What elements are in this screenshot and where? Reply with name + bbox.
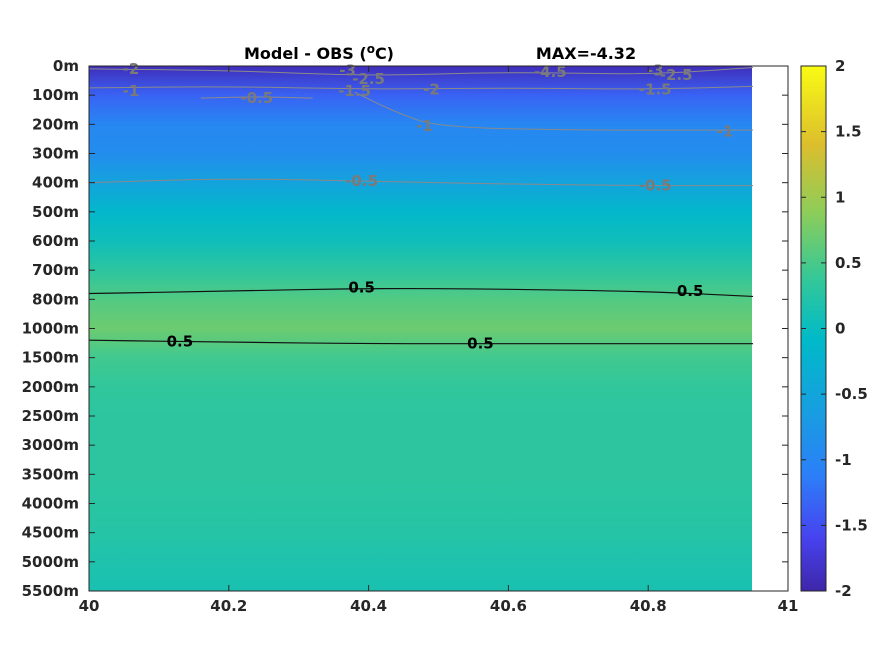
x-tick-label: 40: [79, 597, 100, 615]
contour-label: 0.5: [348, 279, 375, 297]
contour-label: -4.5: [534, 63, 567, 81]
y-tick-label: 4500m: [22, 524, 79, 542]
contour-label: 0.5: [467, 335, 494, 353]
y-tick-label: 0m: [53, 57, 79, 75]
y-tick-label: 700m: [32, 261, 79, 279]
x-tick-label: 40.8: [630, 597, 667, 615]
x-tick-label: 40.6: [490, 597, 527, 615]
colorbar-tick-label: 0: [835, 320, 845, 338]
y-tick-label: 5000m: [22, 553, 79, 571]
contour-line: [88, 85, 754, 90]
colorbar-tick-label: -1.5: [835, 516, 868, 534]
chart-title: Model - OBS (oC): [244, 42, 394, 63]
chart-title-prefix: Model - OBS (: [244, 44, 367, 63]
y-axis: 0m 100m 200m 300m 400m 500m 600m 700m 800m 1000m 1…: [22, 57, 788, 600]
contour-label: -0.5: [639, 177, 672, 195]
x-tick-label: 40.2: [210, 597, 247, 615]
heatmap-field: [89, 66, 752, 591]
colorbar-tick-label: 2: [835, 57, 845, 75]
contour-line: [88, 66, 754, 76]
contour-label: -2: [123, 60, 140, 78]
plot-area: 0.5 0.5 0.5 0.5 -0.5 -0.5 -1 -1 -0.5 -1 -1.5 -2 -1.5…: [88, 60, 789, 592]
x-tick-label: 40.4: [350, 597, 387, 615]
contour-label: -0.5: [345, 172, 378, 190]
x-tick-label: 41: [778, 597, 799, 615]
y-tick-label: 5500m: [22, 582, 79, 600]
contour-label: -2.5: [352, 70, 385, 88]
y-tick-label: 100m: [32, 86, 79, 104]
y-tick-label: 3000m: [22, 436, 79, 454]
chart-title-superscript: o: [367, 42, 375, 56]
contour-label: -2.5: [660, 66, 693, 84]
contour-label: -1: [717, 123, 734, 141]
y-tick-label: 3500m: [22, 465, 79, 483]
colorbar-tick-label: 1: [835, 188, 845, 206]
y-tick-label: 500m: [32, 203, 79, 221]
chart-title-suffix: C): [375, 44, 394, 63]
contour-label: -1.5: [639, 80, 672, 98]
max-annotation: MAX=-4.32: [536, 44, 636, 63]
contour-line: [88, 339, 754, 345]
y-tick-label: 1500m: [22, 349, 79, 367]
y-tick-label: 300m: [32, 145, 79, 163]
colorbar: 2 1.5 1 0.5 0 -0.5 -1 -1.5 -2: [800, 57, 868, 600]
y-tick-label: 1000m: [22, 320, 79, 338]
contour-label: -0.5: [240, 89, 273, 107]
contour-label: -1.5: [338, 82, 371, 100]
x-axis: 40 40.2 40.4 40.6 40.8 41: [79, 66, 799, 615]
colorbar-tick-label: -1: [835, 451, 852, 469]
colorbar-tick-label: -0.5: [835, 385, 868, 403]
contour-line: [200, 96, 313, 99]
y-tick-label: 400m: [32, 174, 79, 192]
contour-line: [88, 178, 754, 187]
contour-line: [88, 287, 754, 298]
colorbar-tick-label: 0.5: [835, 254, 862, 272]
y-tick-label: 600m: [32, 232, 79, 250]
colorbar-tick-label: 1.5: [835, 123, 862, 141]
contour-label: 0.5: [677, 282, 704, 300]
colorbar-ticks: 2 1.5 1 0.5 0 -0.5 -1 -1.5 -2: [801, 57, 868, 600]
y-tick-label: 200m: [32, 115, 79, 133]
y-tick-label: 800m: [32, 290, 79, 308]
contour-label: -2: [423, 80, 440, 98]
y-tick-label: 4000m: [22, 495, 79, 513]
colorbar-tick-label: -2: [835, 582, 852, 600]
contour-label: -1: [123, 82, 140, 100]
contour-label: -1: [416, 117, 433, 135]
contour-lines: [88, 66, 754, 345]
contour-line: [354, 91, 754, 131]
contour-label: 0.5: [167, 333, 194, 351]
y-tick-label: 2500m: [22, 407, 79, 425]
y-tick-label: 2000m: [22, 378, 79, 396]
